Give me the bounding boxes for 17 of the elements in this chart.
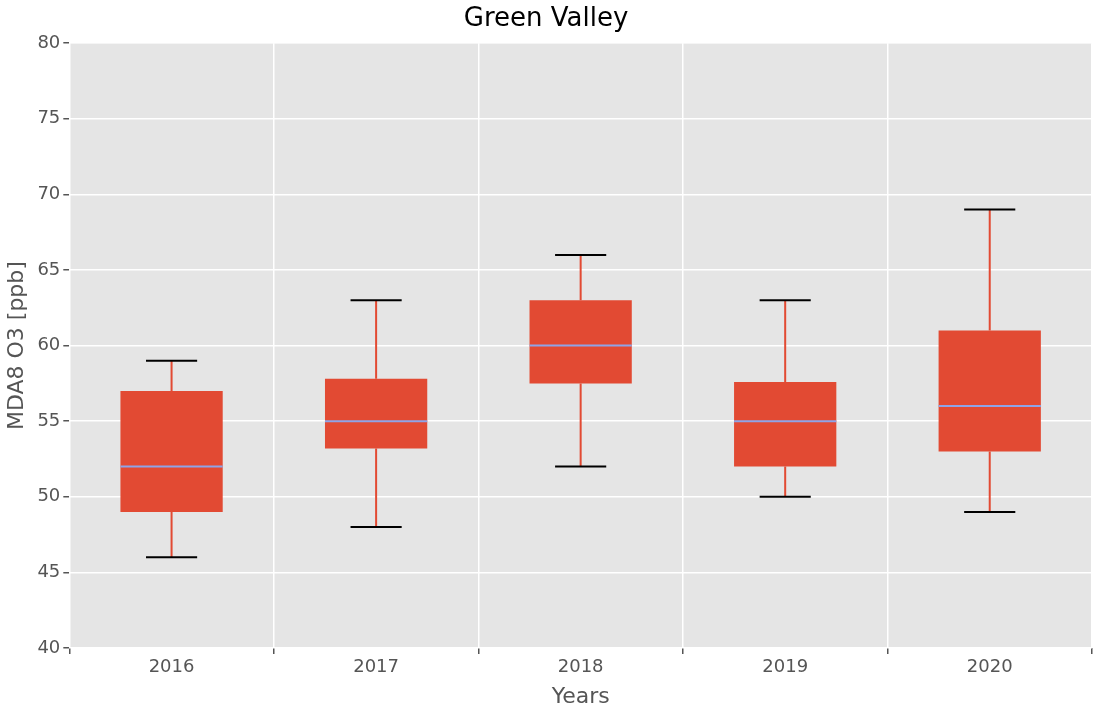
y-tick-label: 60	[37, 333, 61, 355]
y-tick-label: 40	[37, 635, 61, 657]
y-tick-label: 70	[37, 182, 61, 204]
y-axis-title: MDA8 O3 [ppb]	[2, 261, 28, 431]
x-tick-label: 2016	[148, 655, 195, 677]
x-tick-label: 2020	[966, 655, 1013, 677]
y-tick-label: 55	[37, 408, 61, 430]
y-tick-label: 75	[37, 106, 61, 128]
x-tick-label: 2018	[557, 655, 604, 677]
y-tick-label: 50	[37, 484, 61, 506]
x-tick-label: 2019	[762, 655, 809, 677]
x-tick-label: 2017	[353, 655, 400, 677]
y-tick-label: 80	[37, 30, 61, 52]
y-tick-label: 45	[37, 560, 61, 582]
y-tick-label: 65	[37, 257, 61, 279]
x-axis-title: Years	[550, 682, 610, 708]
chart-title: Green Valley	[463, 2, 629, 33]
